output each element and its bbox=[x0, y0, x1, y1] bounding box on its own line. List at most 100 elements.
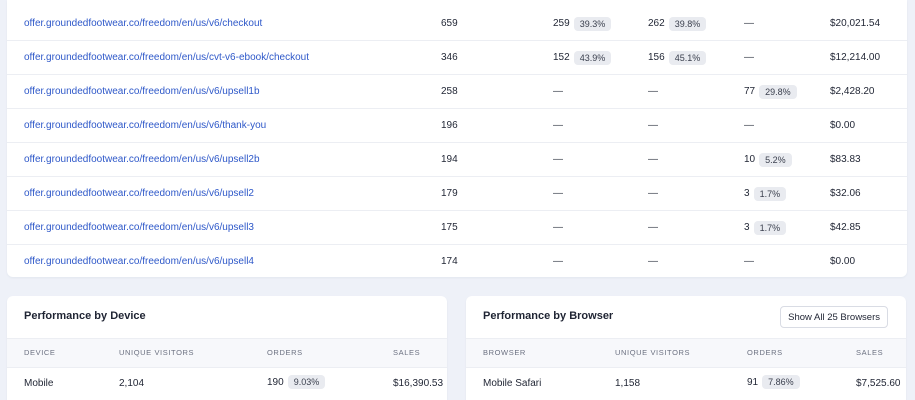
metric-a-cell: — bbox=[553, 177, 563, 210]
table-row: offer.groundedfootwear.co/freedom/en/us/… bbox=[7, 211, 907, 245]
device-table-header bbox=[7, 338, 447, 368]
metric-c-value: — bbox=[744, 52, 754, 63]
metric-a-value: — bbox=[553, 154, 563, 165]
device-col-sales: SALES bbox=[393, 348, 421, 357]
browser-row-sales: $7,525.60 bbox=[856, 378, 901, 389]
sales-cell: $32.06 bbox=[830, 188, 861, 199]
metric-b-cell: 156 45.1% bbox=[648, 41, 707, 74]
metric-b-cell: — bbox=[648, 143, 658, 176]
metric-c-value: 77 bbox=[744, 86, 756, 97]
metric-c-cell: 77 29.8% bbox=[744, 75, 797, 108]
metric-a-cell: — bbox=[553, 143, 563, 176]
metric-c-value: 3 bbox=[744, 188, 750, 199]
sales-cell: $0.00 bbox=[830, 120, 856, 131]
browser-panel-title: Performance by Browser bbox=[483, 310, 614, 322]
browser-col-orders: ORDERS bbox=[747, 348, 783, 357]
metric-c-value: 10 bbox=[744, 154, 756, 165]
metric-a-pct-badge: 43.9% bbox=[573, 50, 612, 65]
metric-c-value: — bbox=[744, 18, 754, 29]
metric-b-pct-badge: 45.1% bbox=[668, 50, 707, 65]
metric-b-cell: — bbox=[648, 109, 658, 142]
browser-row-name: Mobile Safari bbox=[483, 378, 542, 389]
device-col-orders: ORDERS bbox=[267, 348, 303, 357]
metric-a-value: — bbox=[553, 86, 563, 97]
metric-a-cell: — bbox=[553, 245, 563, 278]
visitors-cell: 194 bbox=[441, 154, 458, 165]
device-col-visitors: UNIQUE VISITORS bbox=[119, 348, 195, 357]
metric-a-cell: 152 43.9% bbox=[553, 41, 612, 74]
page-url-link[interactable]: offer.groundedfootwear.co/freedom/en/us/… bbox=[24, 222, 254, 233]
device-row-name: Mobile bbox=[24, 378, 54, 389]
sales-cell: $20,021.54 bbox=[830, 18, 881, 29]
sales-cell: $42.85 bbox=[830, 222, 861, 233]
table-row: offer.groundedfootwear.co/freedom/en/us/… bbox=[7, 41, 907, 75]
browser-row-orders: 91 7.86% bbox=[747, 375, 800, 389]
page-url-link[interactable]: offer.groundedfootwear.co/freedom/en/us/… bbox=[24, 188, 254, 199]
page-url-link[interactable]: offer.groundedfootwear.co/freedom/en/us/… bbox=[24, 18, 263, 29]
metric-b-value: 262 bbox=[648, 18, 665, 29]
metric-a-value: — bbox=[553, 256, 563, 267]
metric-c-value: 3 bbox=[744, 222, 750, 233]
metric-c-cell: — bbox=[744, 41, 754, 74]
metric-b-value: — bbox=[648, 86, 658, 97]
metric-b-value: — bbox=[648, 154, 658, 165]
browser-row-visitors: 1,158 bbox=[615, 378, 641, 389]
metric-a-value: — bbox=[553, 222, 563, 233]
page-url-link[interactable]: offer.groundedfootwear.co/freedom/en/us/… bbox=[24, 120, 267, 131]
device-panel-title: Performance by Device bbox=[24, 310, 146, 322]
metric-b-value: — bbox=[648, 256, 658, 267]
visitors-cell: 175 bbox=[441, 222, 458, 233]
table-row: offer.groundedfootwear.co/freedom/en/us/… bbox=[7, 7, 907, 41]
table-row: offer.groundedfootwear.co/freedom/en/us/… bbox=[7, 109, 907, 143]
sales-cell: $83.83 bbox=[830, 154, 861, 165]
metric-a-cell: 259 39.3% bbox=[553, 7, 612, 40]
table-row: offer.groundedfootwear.co/freedom/en/us/… bbox=[7, 177, 907, 211]
page-url-link[interactable]: offer.groundedfootwear.co/freedom/en/us/… bbox=[24, 86, 260, 97]
device-row-sales: $16,390.53 bbox=[393, 378, 444, 389]
device-row-orders: 190 9.03% bbox=[267, 375, 326, 389]
table-row: offer.groundedfootwear.co/freedom/en/us/… bbox=[7, 245, 907, 279]
visitors-cell: 659 bbox=[441, 18, 458, 29]
sales-cell: $0.00 bbox=[830, 256, 856, 267]
metric-b-cell: — bbox=[648, 177, 658, 210]
metric-a-value: 259 bbox=[553, 18, 570, 29]
metric-c-pct-badge: 1.7% bbox=[753, 220, 787, 235]
browser-col-visitors: UNIQUE VISITORS bbox=[615, 348, 691, 357]
metric-c-cell: 10 5.2% bbox=[744, 143, 792, 176]
metric-c-pct-badge: 1.7% bbox=[753, 186, 787, 201]
table-row: offer.groundedfootwear.co/freedom/en/us/… bbox=[7, 75, 907, 109]
page-url-link[interactable]: offer.groundedfootwear.co/freedom/en/us/… bbox=[24, 154, 260, 165]
visitors-cell: 174 bbox=[441, 256, 458, 267]
visitors-cell: 179 bbox=[441, 188, 458, 199]
metric-c-cell: — bbox=[744, 245, 754, 278]
metric-b-cell: — bbox=[648, 75, 658, 108]
metric-b-cell: — bbox=[648, 211, 658, 244]
device-row-visitors: 2,104 bbox=[119, 378, 145, 389]
metric-c-pct-badge: 5.2% bbox=[759, 152, 792, 167]
device-row-orders-pct-badge: 9.03% bbox=[287, 375, 326, 389]
show-all-browsers-button[interactable]: Show All 25 Browsers bbox=[780, 306, 888, 328]
page-url-link[interactable]: offer.groundedfootwear.co/freedom/en/us/… bbox=[24, 256, 254, 267]
metric-c-cell: 3 1.7% bbox=[744, 177, 787, 210]
metric-c-cell: 3 1.7% bbox=[744, 211, 787, 244]
browser-row-orders-value: 91 bbox=[747, 376, 759, 388]
browser-col-sales: SALES bbox=[856, 348, 884, 357]
visitors-cell: 258 bbox=[441, 86, 458, 97]
metric-c-value: — bbox=[744, 120, 754, 131]
metric-b-pct-badge: 39.8% bbox=[668, 16, 707, 31]
visitors-cell: 196 bbox=[441, 120, 458, 131]
browser-row-orders-pct-badge: 7.86% bbox=[762, 375, 800, 389]
metric-c-pct-badge: 29.8% bbox=[759, 84, 797, 99]
performance-by-browser-panel: Performance by Browser Show All 25 Brows… bbox=[466, 296, 906, 400]
page-url-link[interactable]: offer.groundedfootwear.co/freedom/en/us/… bbox=[24, 52, 309, 63]
metric-b-value: 156 bbox=[648, 52, 665, 63]
metric-b-cell: 262 39.8% bbox=[648, 7, 707, 40]
sales-cell: $2,428.20 bbox=[830, 86, 875, 97]
metric-a-cell: — bbox=[553, 211, 563, 244]
device-col-device: DEVICE bbox=[24, 348, 56, 357]
metric-a-pct-badge: 39.3% bbox=[573, 16, 612, 31]
table-row: offer.groundedfootwear.co/freedom/en/us/… bbox=[7, 143, 907, 177]
metric-a-value: — bbox=[553, 188, 563, 199]
performance-by-device-panel: Performance by Device DEVICE UNIQUE VISI… bbox=[7, 296, 447, 400]
visitors-cell: 346 bbox=[441, 52, 458, 63]
